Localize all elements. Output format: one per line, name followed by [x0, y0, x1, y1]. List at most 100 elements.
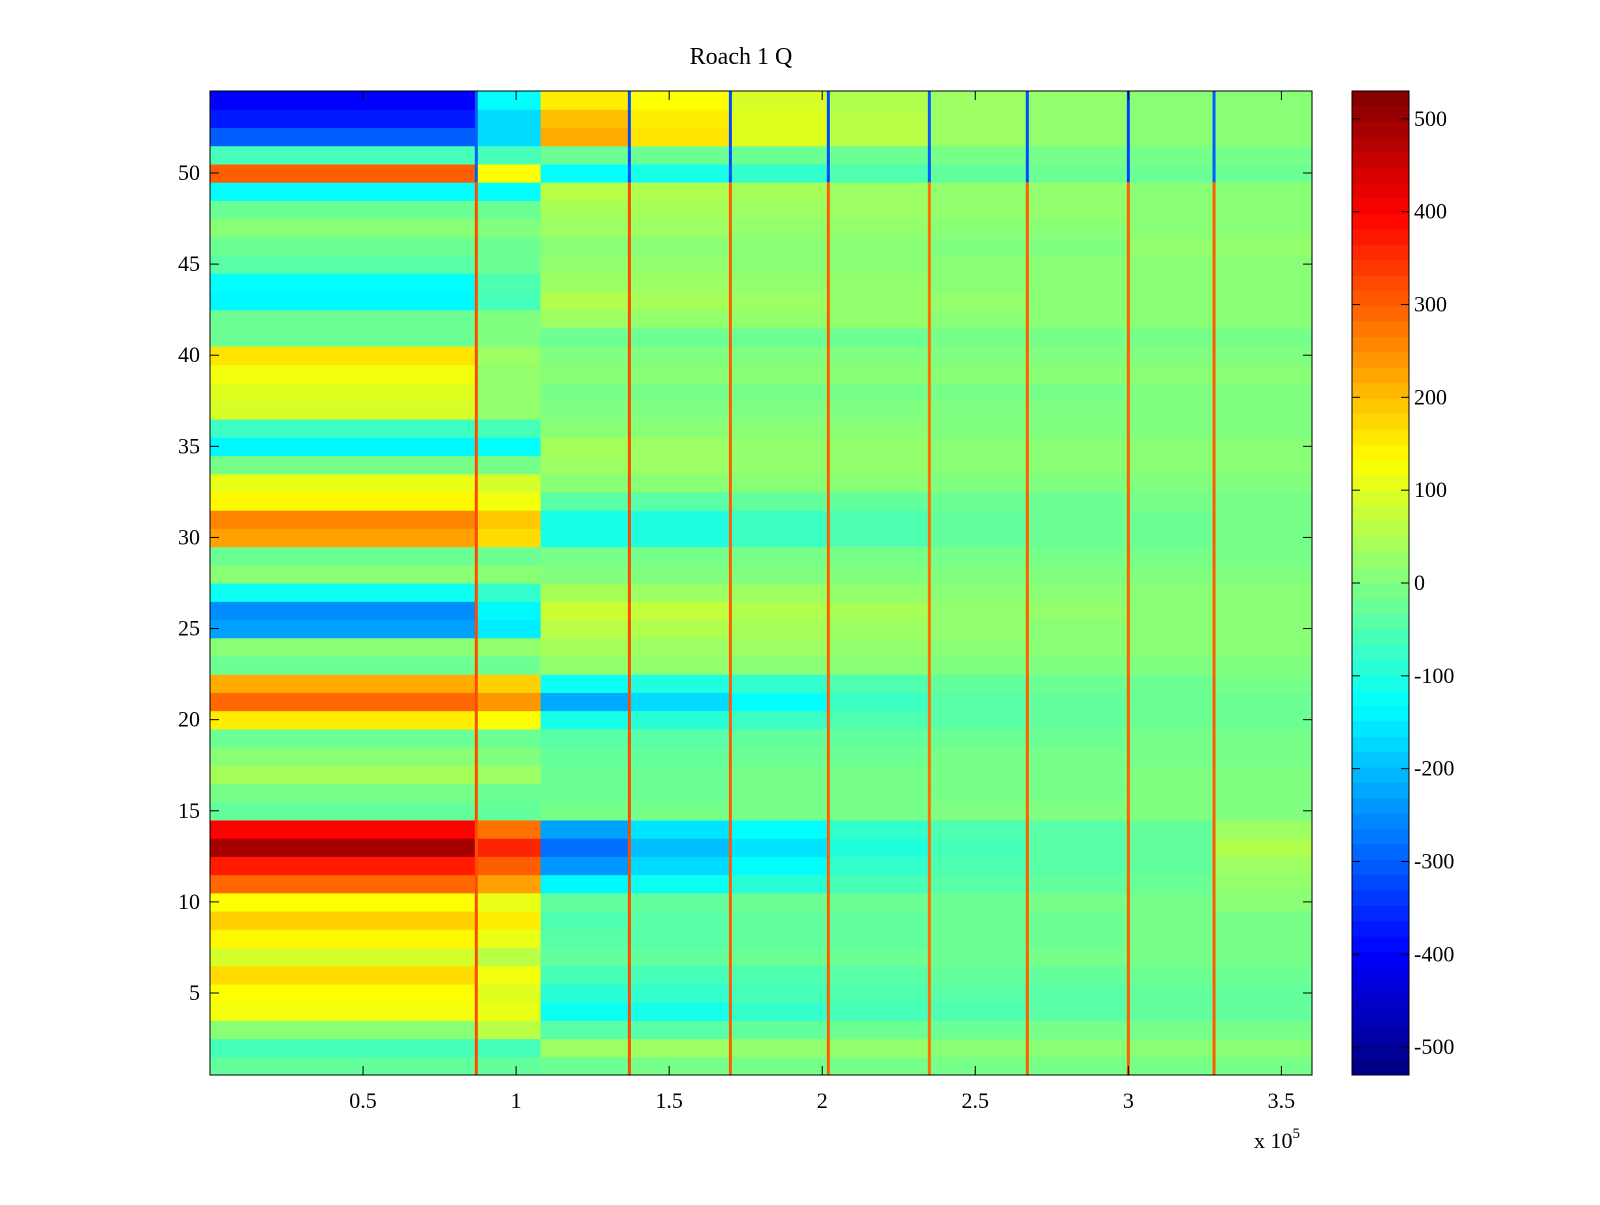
heatmap-cell	[1214, 200, 1313, 220]
heatmap-cell	[1214, 145, 1313, 165]
heatmap-cell	[730, 273, 829, 293]
heatmap-streak	[1025, 182, 1029, 1076]
heatmap-cell	[929, 236, 1028, 256]
colorbar-tick-label: 100	[1414, 477, 1447, 502]
heatmap-cell	[929, 255, 1028, 274]
heatmap-cell	[1214, 619, 1313, 639]
colorbar-band	[1352, 521, 1409, 538]
heatmap-cell	[210, 874, 477, 894]
heatmap-cell	[1214, 674, 1313, 693]
heatmap-cell	[629, 874, 731, 894]
heatmap-cell	[476, 619, 542, 639]
colorbar-band	[1352, 598, 1409, 615]
heatmap-cell	[1027, 1056, 1129, 1076]
heatmap-cell	[828, 619, 930, 639]
heatmap-cell	[1027, 163, 1129, 183]
heatmap-cell	[828, 583, 930, 602]
colorbar-band	[1352, 352, 1409, 369]
heatmap-cell	[476, 455, 542, 475]
heatmap-cell	[629, 1038, 731, 1058]
heatmap-cell	[540, 145, 630, 165]
heatmap-cell	[629, 91, 731, 110]
heatmap-cell	[730, 655, 829, 675]
heatmap-cell	[1214, 528, 1313, 548]
colorbar-band	[1352, 367, 1409, 384]
colorbar-band	[1352, 752, 1409, 768]
heatmap-cell	[929, 1056, 1028, 1076]
heatmap-cell	[828, 127, 930, 147]
heatmap-cell	[476, 291, 542, 311]
heatmap-cell	[476, 473, 542, 493]
heatmap-cell	[210, 127, 477, 147]
heatmap-cell	[540, 674, 630, 693]
heatmap-cell	[210, 564, 477, 584]
heatmap-cell	[828, 874, 930, 894]
heatmap-cell	[1128, 163, 1215, 183]
heatmap-cell	[540, 327, 630, 347]
heatmap-cell	[629, 182, 731, 201]
colorbar-band	[1352, 998, 1409, 1014]
heatmap-cell	[476, 838, 542, 857]
heatmap-cell	[1128, 364, 1215, 384]
heatmap-cell	[540, 692, 630, 712]
heatmap-cell	[828, 892, 930, 912]
x-tick-label: 0.5	[349, 1088, 377, 1113]
heatmap-cell	[929, 874, 1028, 894]
heatmap-cell	[540, 346, 630, 365]
heatmap-cell	[730, 400, 829, 420]
heatmap-cell	[540, 528, 630, 548]
colorbar	[1352, 91, 1409, 1076]
heatmap-cell	[629, 419, 731, 438]
heatmap-cell	[629, 856, 731, 876]
y-tick-label: 10	[178, 889, 200, 914]
heatmap-cell	[828, 182, 930, 201]
heatmap-cell	[828, 473, 930, 493]
heatmap-cell	[828, 546, 930, 566]
heatmap-cell	[1214, 346, 1313, 365]
heatmap-cell	[476, 236, 542, 256]
heatmap-cell	[929, 911, 1028, 930]
heatmap-cell	[629, 911, 731, 930]
heatmap-cell	[540, 583, 630, 602]
colorbar-band	[1352, 536, 1409, 553]
heatmap-cell	[210, 491, 477, 511]
heatmap-cell	[629, 346, 731, 365]
heatmap-cell	[929, 619, 1028, 639]
heatmap-cell	[476, 1056, 542, 1076]
heatmap-cell	[828, 273, 930, 293]
heatmap-cell	[730, 947, 829, 967]
heatmap-cell	[929, 546, 1028, 566]
heatmap-streak	[474, 91, 478, 183]
heatmap-cell	[828, 1056, 930, 1076]
heatmap-cell	[929, 364, 1028, 384]
heatmap-cell	[730, 892, 829, 912]
heatmap-cell	[1214, 419, 1313, 438]
colorbar-band	[1352, 306, 1409, 323]
heatmap-cell	[1214, 182, 1313, 201]
heatmap-cell	[476, 309, 542, 329]
colorbar-band	[1352, 275, 1409, 292]
heatmap-cell	[1214, 437, 1313, 457]
heatmap-cell	[1128, 437, 1215, 457]
heatmap-cell	[210, 655, 477, 675]
heatmap-cell	[730, 765, 829, 785]
heatmap-cell	[629, 218, 731, 238]
heatmap-cell	[540, 929, 630, 949]
heatmap-cell	[1027, 710, 1129, 730]
heatmap-cell	[1027, 692, 1129, 712]
heatmap-cell	[629, 728, 731, 748]
heatmap-cell	[210, 710, 477, 730]
heatmap-cell	[629, 965, 731, 985]
heatmap-cell	[1128, 218, 1215, 238]
x-tick-label: 2	[817, 1088, 828, 1113]
heatmap-cell	[540, 109, 630, 129]
heatmap-cell	[1027, 947, 1129, 967]
heatmap-cell	[540, 710, 630, 730]
colorbar-band	[1352, 198, 1409, 215]
heatmap-cell	[1214, 400, 1313, 420]
heatmap-cell	[1027, 819, 1129, 839]
heatmap-cell	[929, 1020, 1028, 1040]
colorbar-tick-label: 400	[1414, 199, 1447, 224]
heatmap-cell	[1214, 874, 1313, 894]
